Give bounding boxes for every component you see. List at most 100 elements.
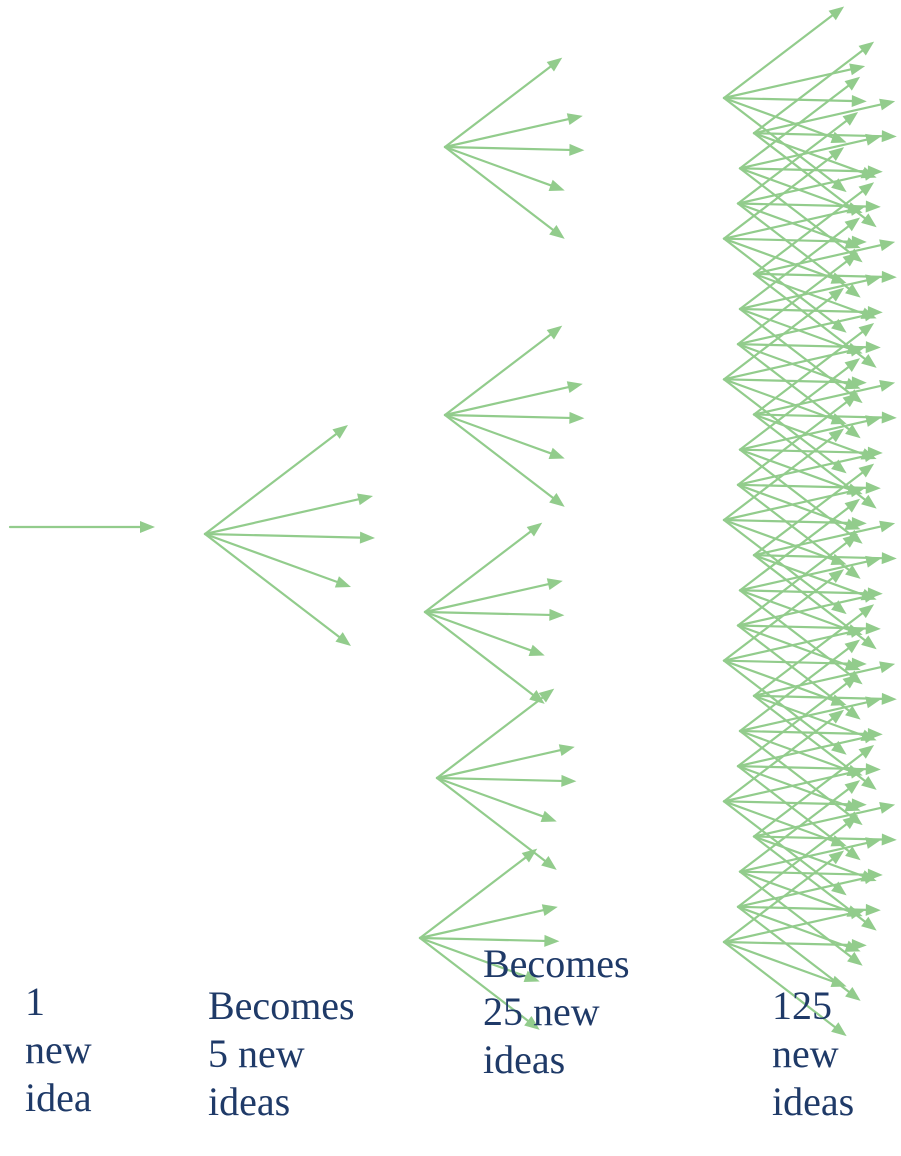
stage-4-arrow	[738, 358, 861, 451]
arrow-layer	[8, 6, 897, 1037]
caption-line: new	[772, 1031, 839, 1076]
stage-3-arrow	[423, 610, 545, 656]
stage-4-arrow	[752, 411, 897, 424]
stage-3-arrow	[435, 688, 555, 780]
stage-4-arrow	[722, 569, 845, 662]
stage-3-arrow	[423, 608, 565, 621]
caption-line: 5 new	[208, 1031, 305, 1076]
caption-line: Becomes	[208, 983, 355, 1028]
stage-4-arrow	[752, 835, 877, 931]
stage-4-arrow	[752, 130, 897, 143]
stage-4-arrow	[752, 744, 875, 838]
stage-4-arrow	[736, 252, 859, 346]
stage-3-arrow	[443, 143, 585, 156]
stage-3-arrow	[418, 848, 538, 940]
caption-stage-2: Becomes 5 new ideas	[208, 982, 355, 1126]
stage-4-arrow	[738, 780, 861, 873]
stage-4-arrow	[752, 98, 896, 135]
caption-line: ideas	[483, 1037, 566, 1082]
stage-4-arrow	[738, 589, 863, 685]
stage-4-arrow	[722, 709, 845, 803]
stage-3-arrow	[443, 145, 565, 239]
stage-4-arrow	[722, 96, 847, 144]
caption-line: Becomes	[483, 941, 630, 986]
stage-4-arrow	[738, 217, 861, 311]
stage-4-arrow	[722, 287, 845, 381]
caption-stage-1: 1 new idea	[25, 978, 92, 1122]
stage-4-arrow	[738, 639, 861, 733]
caption-line: ideas	[208, 1079, 291, 1124]
caption-line: new	[25, 1027, 92, 1072]
stage-3-arrow	[418, 934, 560, 947]
stage-4-arrow	[738, 167, 863, 263]
stage-4-arrow	[722, 147, 845, 240]
caption-line: 125	[772, 983, 832, 1028]
stage-4-arrow	[722, 344, 866, 381]
stage-4-arrow	[736, 674, 859, 768]
stage-4-arrow	[752, 270, 897, 283]
stage-4-arrow	[738, 498, 861, 592]
stage-4-arrow	[752, 520, 896, 557]
stage-4-arrow	[722, 6, 845, 100]
stage-3-arrow	[443, 413, 565, 507]
stage-3-arrow	[443, 325, 563, 417]
stage-4-arrow	[736, 533, 859, 627]
stage-3-arrow	[443, 411, 585, 424]
caption-stage-4: 125 new ideas	[772, 982, 854, 1126]
stage-4-arrow	[722, 939, 867, 952]
stage-4-arrow	[736, 903, 881, 916]
stage-4-arrow	[722, 907, 866, 944]
stage-3-arrow	[435, 774, 577, 787]
stage-4-arrow	[736, 393, 859, 486]
stage-4-arrow	[736, 872, 880, 908]
stage-4-arrow	[752, 802, 896, 838]
stage-4-arrow	[722, 204, 866, 240]
stage-4-arrow	[722, 428, 845, 522]
stage-2-arrow	[203, 531, 375, 544]
stage-4-arrow	[722, 766, 866, 803]
stage-4-arrow	[736, 591, 880, 627]
stage-3-arrow	[435, 744, 575, 780]
stage-4-arrow	[738, 448, 863, 544]
stage-3-arrow	[418, 936, 540, 982]
stage-4-arrow	[752, 552, 897, 565]
stage-4-arrow	[722, 518, 847, 566]
stage-2-arrow	[203, 532, 351, 646]
stage-4-arrow	[722, 940, 847, 1037]
stage-4-arrow	[722, 659, 847, 706]
stage-2-arrow	[203, 493, 373, 536]
stage-4-arrow	[752, 604, 875, 697]
stage-3-arrow	[443, 413, 565, 459]
caption-line: ideas	[772, 1079, 855, 1124]
caption-line: 1	[25, 979, 45, 1024]
stage-4-arrow	[752, 41, 875, 135]
stage-4-arrow	[722, 940, 847, 988]
stage-4-arrow	[752, 322, 875, 416]
stage-4-arrow	[722, 800, 847, 847]
stage-4-arrow	[752, 692, 897, 705]
stage-3-arrow	[443, 57, 563, 149]
stage-4-arrow	[736, 731, 880, 768]
stage-4-arrow	[752, 833, 897, 846]
stage-4-arrow	[736, 111, 859, 205]
stage-4-arrow	[738, 76, 861, 170]
stage-3-arrow	[418, 904, 558, 940]
stage-4-arrow	[736, 309, 880, 346]
stage-4-arrow	[752, 463, 875, 557]
stage-4-arrow	[722, 485, 866, 522]
stage-3-arrow	[423, 522, 543, 614]
stage-3-arrow	[443, 113, 583, 149]
stage-3-arrow	[435, 776, 557, 822]
caption-line: 25 new	[483, 989, 600, 1034]
stage-4-arrow	[752, 239, 896, 275]
stage-4-arrow	[752, 182, 875, 275]
stage-4-arrow	[736, 450, 880, 486]
stage-4-arrow	[738, 870, 863, 966]
stage-4-arrow	[722, 626, 866, 662]
caption-line: idea	[25, 1075, 92, 1120]
stage-4-arrow	[722, 850, 845, 944]
stage-3-arrow	[423, 610, 545, 704]
stage-2-arrow	[203, 532, 351, 588]
stage-4-arrow	[738, 729, 863, 826]
